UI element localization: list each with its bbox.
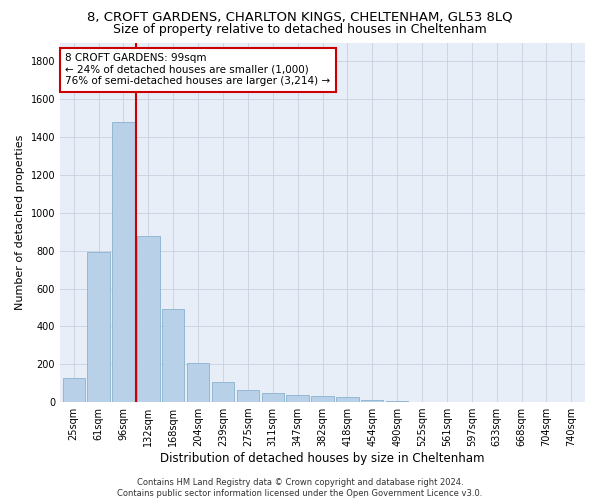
Bar <box>62 378 85 402</box>
Bar <box>137 236 160 402</box>
X-axis label: Distribution of detached houses by size in Cheltenham: Distribution of detached houses by size … <box>160 452 485 465</box>
Text: Contains HM Land Registry data © Crown copyright and database right 2024.
Contai: Contains HM Land Registry data © Crown c… <box>118 478 482 498</box>
Bar <box>386 401 409 402</box>
Bar <box>336 398 359 402</box>
Bar <box>236 390 259 402</box>
Bar <box>162 310 184 402</box>
Text: 8 CROFT GARDENS: 99sqm
← 24% of detached houses are smaller (1,000)
76% of semi-: 8 CROFT GARDENS: 99sqm ← 24% of detached… <box>65 54 331 86</box>
Text: 8, CROFT GARDENS, CHARLTON KINGS, CHELTENHAM, GL53 8LQ: 8, CROFT GARDENS, CHARLTON KINGS, CHELTE… <box>87 10 513 23</box>
Bar <box>187 364 209 402</box>
Bar <box>88 252 110 402</box>
Y-axis label: Number of detached properties: Number of detached properties <box>15 134 25 310</box>
Bar <box>262 392 284 402</box>
Bar <box>286 394 309 402</box>
Bar <box>112 122 134 402</box>
Bar <box>311 396 334 402</box>
Text: Size of property relative to detached houses in Cheltenham: Size of property relative to detached ho… <box>113 22 487 36</box>
Bar <box>361 400 383 402</box>
Bar <box>212 382 234 402</box>
